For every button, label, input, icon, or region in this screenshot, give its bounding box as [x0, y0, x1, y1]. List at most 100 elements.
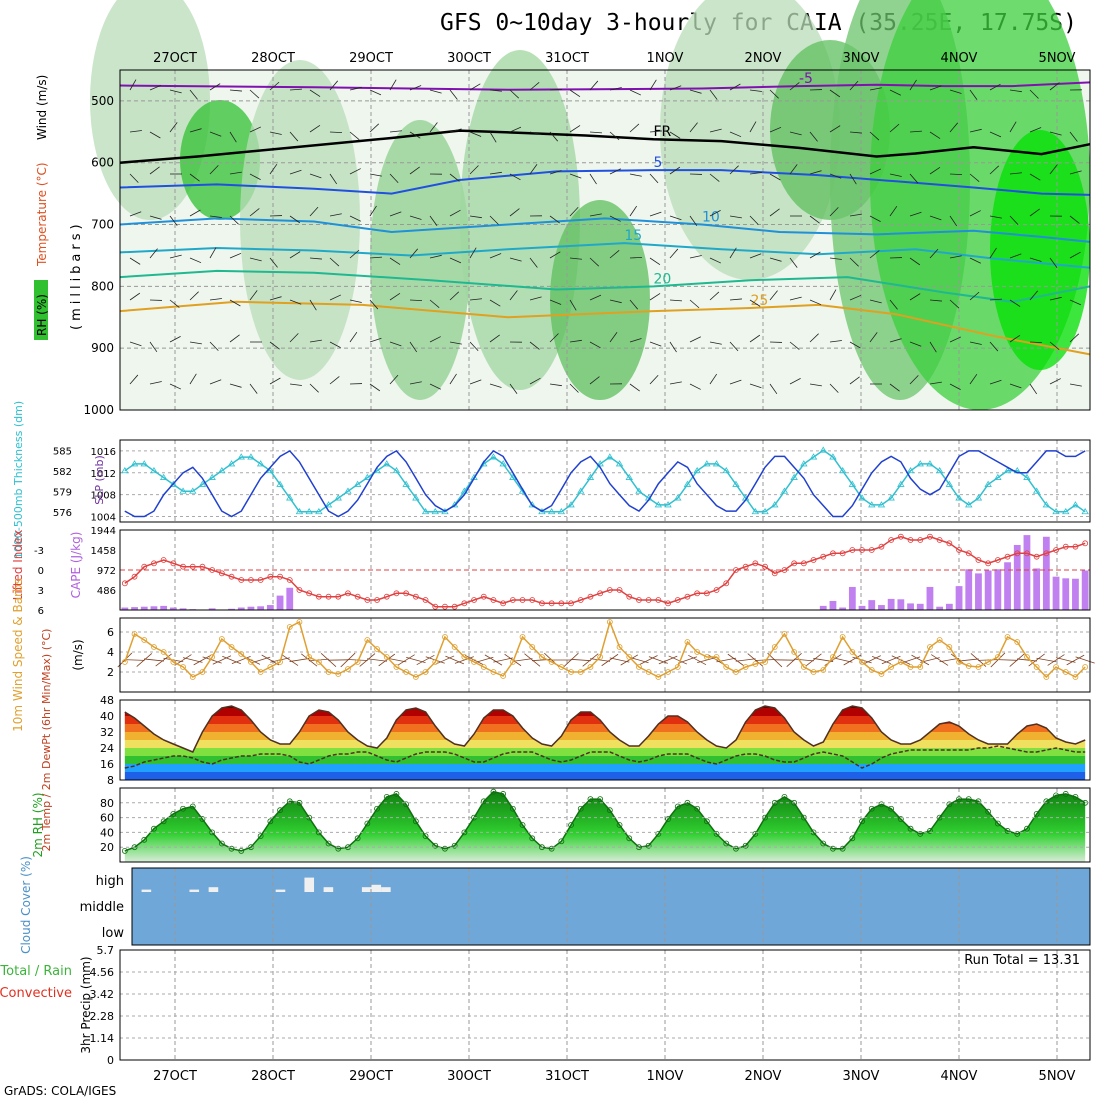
surface-wind-barb-35 — [454, 656, 474, 664]
upper-wind-barb — [249, 290, 258, 301]
surface-wind-barb-80 — [891, 655, 911, 665]
rh-point-7 — [189, 803, 196, 810]
rh-point-78 — [878, 801, 885, 808]
rh-point-72 — [820, 840, 827, 847]
lifted-index-point-32 — [432, 603, 439, 610]
upper-wind-barb — [489, 383, 502, 388]
rh-point-62 — [723, 840, 730, 847]
upper-wind-barb — [749, 172, 762, 175]
upper-wind-barb — [209, 379, 222, 385]
surface-wind-barb-63 — [727, 653, 745, 667]
wind-speed-point-31 — [422, 669, 429, 675]
rh-point-52 — [626, 835, 633, 842]
upper-wind-barb — [929, 215, 942, 221]
surface-wind-barb-65 — [747, 653, 764, 667]
thickness-point-60 — [703, 460, 711, 467]
cape-bar-2 — [140, 606, 148, 610]
upper-wind-barb — [729, 341, 739, 352]
upper-wind-barb — [309, 206, 319, 217]
upper-wind-barb — [249, 257, 262, 262]
upper-wind-barb — [849, 213, 862, 217]
cape-bar-85 — [945, 603, 953, 610]
upper-wind-barb — [489, 131, 497, 143]
rh-point-14 — [257, 833, 264, 839]
thickness-point-44 — [547, 507, 556, 515]
rh-point-50 — [606, 807, 613, 814]
rh-point-79 — [888, 805, 895, 812]
lifted-index-point-30 — [412, 593, 419, 600]
surface-wind-barb-39 — [493, 657, 514, 663]
cloud-high-label: high — [96, 874, 124, 889]
upper-wind-barb — [129, 341, 142, 347]
upper-wind-barb — [689, 215, 698, 227]
surface-wind-barb-4 — [155, 653, 172, 667]
wind-speed-point-36 — [471, 659, 477, 665]
precip-ytick-4: 4.56 — [90, 966, 115, 979]
lifted-index-point-57 — [674, 597, 681, 603]
wind-speed-point-82 — [917, 664, 924, 670]
wind-speed-point-43 — [539, 654, 545, 660]
upper-wind-barb — [809, 131, 818, 142]
cape-bar-76 — [858, 605, 866, 610]
surface-wind-barb-98 — [1066, 654, 1085, 666]
thickness-point-48 — [586, 473, 595, 480]
top-date-label-9: 5NOV — [1039, 51, 1076, 66]
surface-wind-barb-69 — [786, 653, 802, 667]
rh-point-87 — [965, 796, 972, 802]
rh-point-98 — [1072, 793, 1079, 800]
lifted-index-point-4 — [160, 557, 167, 563]
upper-wind-barb — [629, 89, 642, 96]
rh-point-97 — [1062, 791, 1069, 797]
upper-wind-barb — [549, 88, 563, 91]
slp-panel: 1004 1008 1012 1016 576 579 582 585 1000-500mb T… — [12, 401, 1091, 559]
upper-wind-barb — [789, 164, 798, 175]
bottom-date-label-0: 27OCT — [153, 1069, 197, 1084]
rh-ylabel: 2m RH (%) — [31, 792, 45, 857]
upper-wind-barb — [449, 173, 460, 182]
wind-speed-point-68 — [781, 631, 788, 637]
upper-wind-barb — [589, 173, 597, 185]
upper-wind-barb — [229, 131, 237, 143]
li-ylabel: Lifted Index — [11, 530, 25, 601]
thickness-point-38 — [489, 453, 498, 460]
upper-wind-barb — [889, 299, 898, 310]
slp-ytick-3: 1016 — [91, 447, 116, 458]
rh-point-34 — [451, 842, 458, 849]
upper-wind-barb — [149, 215, 162, 220]
lifted-index-point-68 — [781, 567, 788, 573]
upper-wind-barb — [949, 255, 962, 259]
upper-wind-barb — [449, 373, 457, 385]
top-date-label-4: 31OCT — [545, 51, 589, 66]
wind-speed-point-67 — [771, 644, 778, 650]
thickness-point-88 — [974, 494, 983, 501]
temp-band-4 — [124, 740, 1086, 748]
thickness-point-43 — [538, 507, 546, 515]
lifted-index-point-55 — [655, 597, 662, 603]
upper-wind-barb — [769, 383, 778, 395]
rh-point-92 — [1014, 830, 1021, 837]
cape-ylabel-group: CAPE (J/kg) — [69, 532, 83, 599]
upper-wind-barb — [289, 333, 299, 343]
thickness-point-22 — [334, 494, 342, 501]
lifted-index-point-38 — [490, 597, 497, 603]
cape-bar-4 — [160, 605, 168, 610]
rh-point-75 — [849, 835, 856, 842]
upper-wind-barb — [1049, 341, 1060, 351]
upper-wind-barb — [269, 296, 282, 301]
upper-wind-barb — [469, 298, 482, 301]
li-ytick-3: 6 — [38, 606, 44, 617]
upper-wind-barb — [849, 257, 859, 267]
surface-wind-barb-51 — [609, 657, 630, 663]
thickness-point-96 — [1052, 507, 1060, 515]
lifted-index-point-98 — [1072, 543, 1079, 550]
lifted-index-point-90 — [994, 557, 1001, 563]
precip-frame — [119, 949, 1091, 1061]
thickness-point-83 — [926, 460, 934, 467]
thickness-point-50 — [606, 453, 614, 460]
upper-wind-barb — [249, 208, 260, 217]
upper-wind-barb — [729, 379, 742, 385]
wind-speed-point-66 — [762, 659, 768, 665]
upper-wind-barb — [629, 299, 639, 310]
cloud-high-cell-8 — [208, 887, 219, 892]
upper-wind-barb — [289, 299, 302, 305]
